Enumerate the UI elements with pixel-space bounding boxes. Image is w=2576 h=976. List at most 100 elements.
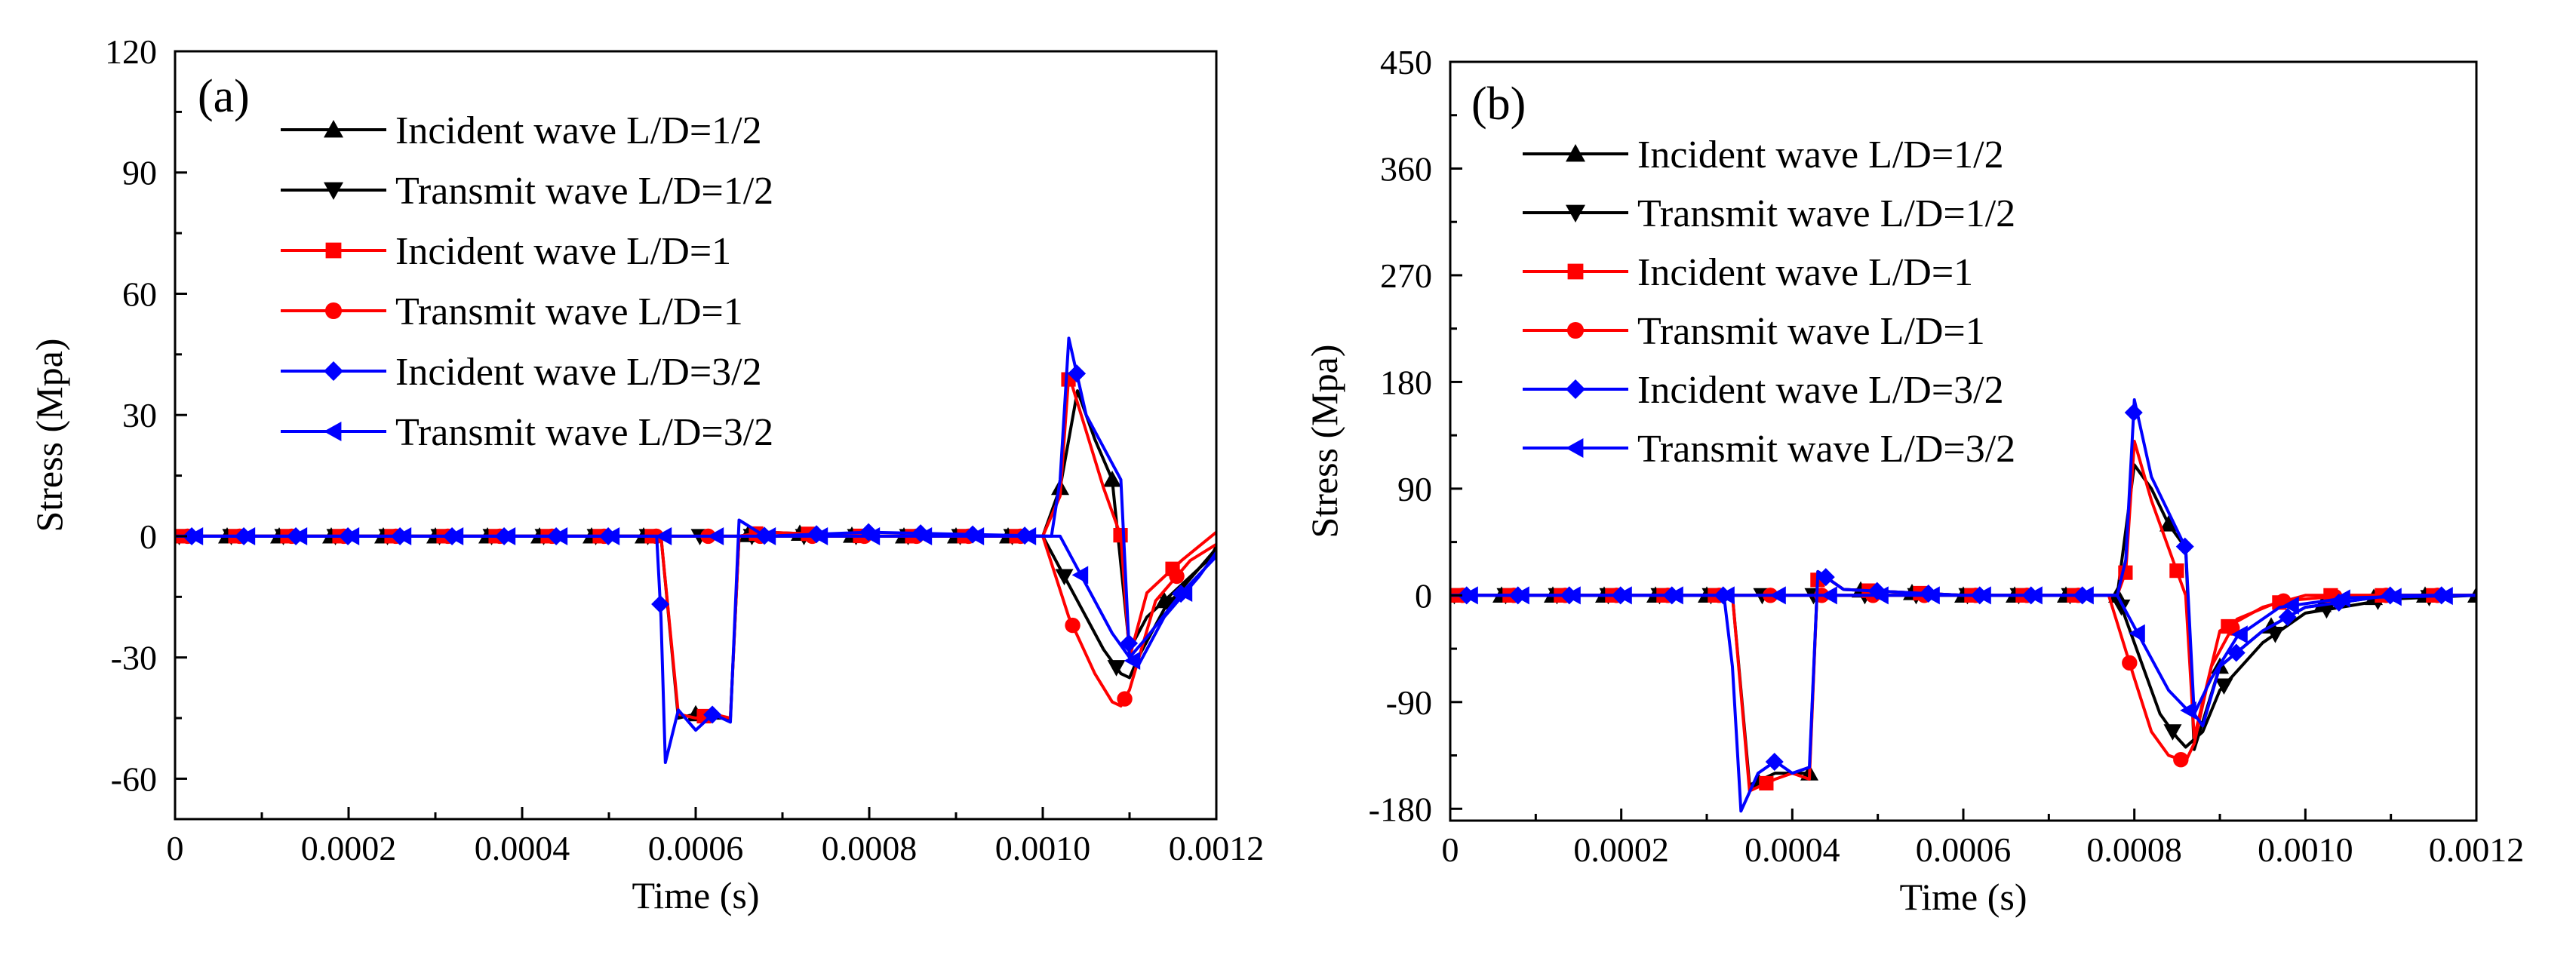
series-marker [1769, 586, 1786, 605]
series-marker [499, 526, 516, 545]
series-marker [1564, 586, 1581, 605]
x-tick-label: 0.0004 [475, 829, 570, 867]
series-marker [2077, 586, 2094, 605]
x-tick-label: 0.0008 [2086, 830, 2182, 869]
y-axis-label: Stress (Mpa) [28, 339, 70, 533]
plot-area [1450, 398, 2476, 813]
y-tick-label: -30 [111, 639, 157, 677]
series-marker [2436, 587, 2453, 606]
series-marker [1103, 470, 1121, 487]
series-marker [603, 526, 620, 545]
legend-entry: Incident wave L/D=1/2 [1637, 134, 2004, 176]
series-marker [395, 526, 412, 545]
legend-marker [1566, 321, 1585, 339]
series-marker [1667, 586, 1683, 605]
series-line-6 [1450, 594, 2476, 716]
series-marker [2122, 655, 2138, 671]
chart-panel-a: 0 0.0002 0.0004 0.0006 0.0008 0.0010 0.0012 120… [28, 32, 1264, 916]
series-marker [2224, 620, 2240, 636]
legend-marker [1567, 263, 1584, 280]
legend-entry: Incident wave L/D=1 [395, 230, 731, 273]
x-tick-label: 0.0008 [822, 829, 918, 867]
legend-marker [1566, 204, 1585, 223]
y-tick-label: 0 [1415, 576, 1432, 615]
chart-panel-b: 0 0.0002 0.0004 0.0006 0.0008 0.0010 0.0012 450… [1303, 43, 2524, 918]
x-axis-label: Time (s) [632, 874, 759, 916]
series-marker [1055, 569, 1074, 586]
series-marker [2163, 724, 2182, 741]
y-axis-label: Stress (Mpa) [1303, 345, 1345, 539]
series-marker [2385, 588, 2402, 606]
y-tick-label: -90 [1386, 683, 1432, 722]
series-line-2 [175, 534, 1216, 680]
series-marker [1068, 364, 1087, 383]
series-marker [2278, 608, 2297, 627]
x-axis-label: Time (s) [1899, 876, 2027, 918]
series-marker [1462, 586, 1478, 605]
series-marker [1113, 528, 1128, 543]
legend-marker [324, 422, 342, 441]
x-tick-label: 0 [167, 829, 184, 867]
series-marker [2317, 602, 2336, 619]
x-tick-label: 0.0006 [648, 829, 744, 867]
legend-marker [1566, 144, 1585, 162]
x-tick-label: 0.0002 [1573, 830, 1669, 869]
series-marker [1872, 586, 1889, 605]
panel-label: (a) [198, 71, 250, 122]
series-marker [447, 526, 464, 545]
legend-entry: Incident wave L/D=1 [1637, 251, 1973, 294]
series-line-5 [1450, 398, 2476, 813]
series-marker [2175, 537, 2194, 556]
y-tick-label: 450 [1380, 43, 1432, 81]
series-marker [2180, 701, 2196, 720]
series-marker [2173, 752, 2189, 768]
legend-entry: Incident wave L/D=1/2 [395, 109, 762, 152]
x-tick-label: 0.0004 [1744, 830, 1840, 869]
series-marker [2231, 625, 2248, 644]
series-line-3 [1450, 440, 2476, 793]
y-tick-label: 90 [122, 154, 157, 192]
series-marker [1159, 597, 1178, 613]
series-marker [290, 526, 308, 545]
legend-entry: Transmit wave L/D=3/2 [395, 411, 773, 454]
series-marker [707, 526, 724, 545]
series-marker [2266, 626, 2285, 643]
series-marker [551, 526, 568, 545]
legend: Incident wave L/D=1/2 Transmit wave L/D=1… [281, 109, 773, 454]
x-tick-label: 0.0006 [1916, 830, 2012, 869]
series-marker [651, 594, 670, 613]
legend-entry: Transmit wave L/D=1 [395, 290, 743, 333]
series-marker [1759, 775, 1774, 791]
y-tick-label: 60 [122, 275, 157, 313]
x-tick-label: 0.0012 [2429, 830, 2525, 869]
series-marker [2334, 589, 2350, 608]
legend-marker [324, 120, 343, 138]
series-marker [863, 526, 881, 545]
x-tick-label: 0 [1442, 830, 1459, 869]
series-marker [1975, 586, 1991, 605]
series-marker [1176, 583, 1193, 602]
x-tick-label: 0.0012 [1169, 829, 1265, 867]
legend-entry: Transmit wave L/D=3/2 [1637, 428, 2015, 471]
series-marker [2282, 596, 2299, 615]
legend-marker [324, 182, 343, 200]
series-marker [1065, 617, 1081, 634]
series-marker [1107, 660, 1126, 677]
series-line-4 [175, 534, 1216, 707]
series-marker [2112, 599, 2131, 616]
series-marker [1923, 586, 1940, 605]
legend-marker [1566, 438, 1584, 458]
y-tick-label: -180 [1369, 790, 1432, 828]
series-marker [915, 526, 933, 545]
series-line-4 [1450, 594, 2476, 763]
series-marker [1169, 568, 1185, 585]
y-tick-label: 0 [140, 517, 157, 556]
series-marker [2215, 678, 2233, 695]
series-marker [811, 526, 828, 545]
series-marker [2129, 624, 2145, 643]
legend-marker [324, 361, 343, 381]
x-tick-label: 0.0002 [301, 829, 397, 867]
series-marker [703, 705, 722, 724]
legend-entry: Incident wave L/D=3/2 [395, 351, 762, 394]
